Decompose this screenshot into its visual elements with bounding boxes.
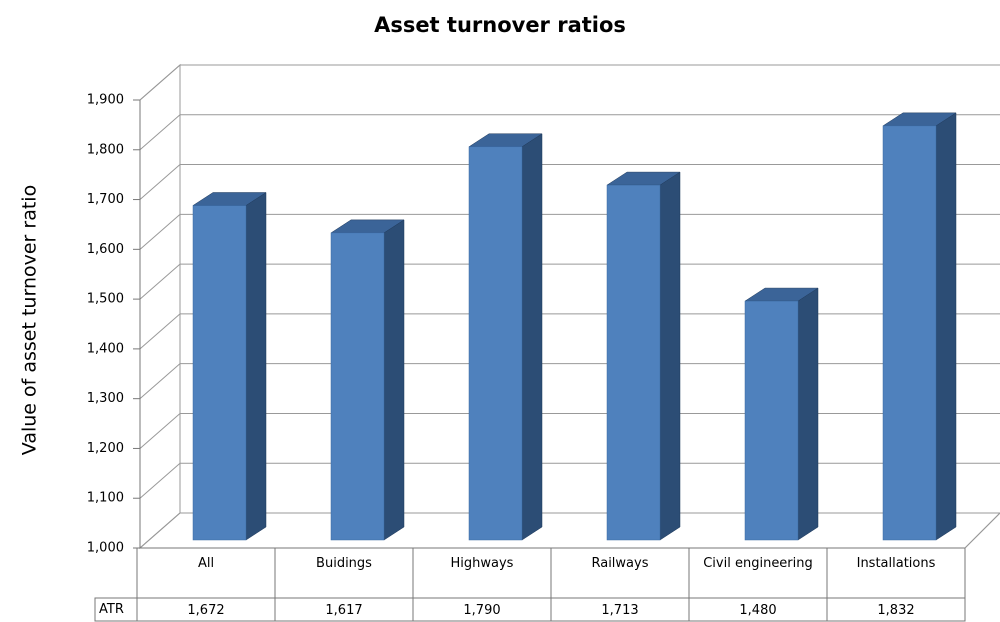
bar <box>606 184 661 541</box>
bar-side <box>935 112 957 541</box>
value-label: 1,672 <box>187 603 224 618</box>
grid-line <box>139 363 1000 400</box>
category-label: Civil engineering <box>703 556 813 571</box>
grid-line <box>139 213 1000 250</box>
value-label: 1,480 <box>739 603 776 618</box>
y-tick-label: 1,300 <box>87 391 124 406</box>
chart-title: Asset turnover ratios <box>374 13 626 37</box>
bar <box>468 146 523 541</box>
series-label: ATR <box>99 602 124 617</box>
y-tick-label: 1,800 <box>87 142 124 157</box>
value-label: 1,713 <box>601 603 638 618</box>
grid-line <box>139 512 1000 549</box>
value-label: 1,790 <box>463 603 500 618</box>
y-tick-label: 1,500 <box>87 292 124 307</box>
value-label: 1,617 <box>325 603 362 618</box>
y-tick-label: 1,900 <box>87 93 124 108</box>
category-label: Buidings <box>316 556 372 571</box>
category-label: Installations <box>856 556 936 571</box>
y-tick-label: 1,400 <box>87 341 124 356</box>
grid-line <box>139 64 1000 101</box>
bar <box>192 205 247 541</box>
bar-side <box>797 287 819 541</box>
y-axis-label: Value of asset turnover ratio <box>19 185 41 455</box>
y-tick-label: 1,700 <box>87 192 124 207</box>
bar-side <box>659 171 681 541</box>
grid-line <box>139 114 1000 151</box>
y-tick-label: 1,000 <box>87 541 124 556</box>
category-label: Highways <box>450 556 514 571</box>
bar <box>882 125 937 541</box>
y-tick-label: 1,200 <box>87 441 124 456</box>
left-wall <box>139 63 181 550</box>
y-tick-label: 1,100 <box>87 491 124 506</box>
bar-side <box>521 133 543 541</box>
grid-line <box>139 462 1000 499</box>
y-tick-label: 1,600 <box>87 242 124 257</box>
category-label: Railways <box>591 556 649 571</box>
grid-line <box>139 263 1000 300</box>
floor <box>138 512 1000 549</box>
bar-side <box>245 192 267 541</box>
table-depth <box>964 512 1000 549</box>
grid-line <box>139 412 1000 449</box>
grid-line <box>139 313 1000 350</box>
bar <box>744 300 799 541</box>
grid-line <box>139 164 1000 200</box>
category-label: All <box>197 556 215 571</box>
bar-side <box>383 219 405 541</box>
bar <box>330 232 385 541</box>
value-label: 1,832 <box>877 603 914 618</box>
